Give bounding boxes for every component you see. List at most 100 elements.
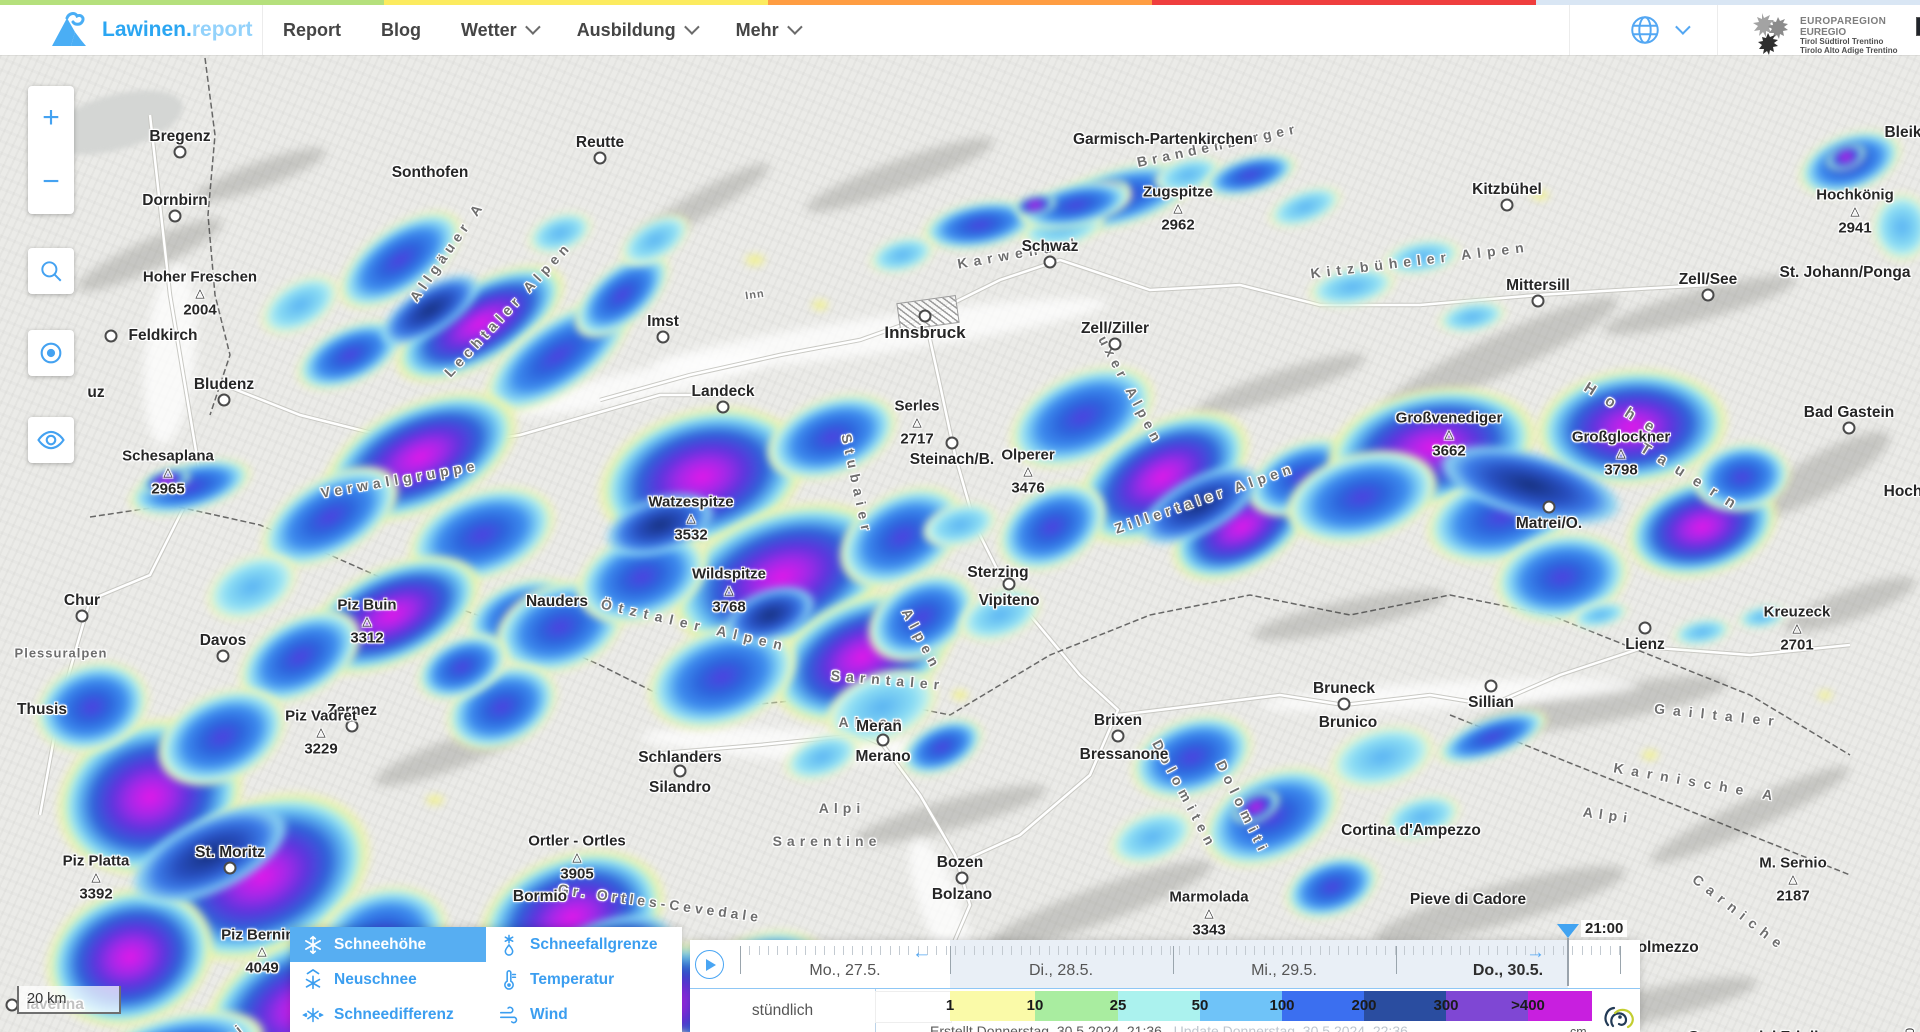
map-label-peak-name: Olperer bbox=[1001, 446, 1055, 464]
map-label-peak-name: Piz Vadret bbox=[285, 707, 357, 725]
hour-tick bbox=[936, 946, 938, 955]
timeline-ruler[interactable]: Mo., 27.5. Di., 28.5. Mi., 29.5. Do., 30.5.… bbox=[690, 920, 1640, 988]
legend-cell bbox=[1035, 991, 1118, 1021]
map-attribution[interactable]: © Sonny, CC BY 4.0 | © EU-DEM, CC BY 4.0… bbox=[1905, 1028, 1917, 1032]
map-label-peak-name: Großglockner bbox=[1571, 428, 1671, 446]
snow-blob bbox=[742, 252, 768, 268]
map-label-peak-name: Wildspitze bbox=[691, 565, 767, 583]
map-label-peak-name: Ortler - Ortles bbox=[528, 832, 626, 850]
map-label-city: uz bbox=[87, 384, 105, 401]
layer-item-label: Neuschnee bbox=[334, 970, 417, 988]
snow-blob bbox=[949, 688, 971, 702]
hour-tick bbox=[1357, 946, 1359, 955]
hour-tick bbox=[1338, 946, 1340, 955]
nav-item-mehr[interactable]: Mehr bbox=[736, 18, 803, 41]
hour-tick bbox=[945, 946, 947, 955]
hour-tick bbox=[1459, 946, 1461, 955]
town-marker bbox=[656, 330, 670, 344]
hour-tick bbox=[1385, 946, 1387, 955]
nav-item-ausbildung[interactable]: Ausbildung bbox=[577, 18, 700, 41]
time-resolution-select[interactable]: stündlich bbox=[690, 989, 876, 1032]
town-marker bbox=[918, 309, 932, 323]
map-label-peak-name: Serles bbox=[894, 397, 940, 415]
created-label: Erstellt Donnerstag, 30.5.2024, 21:36 bbox=[930, 1023, 1162, 1032]
layers-panel: Schneehöhe Neuschnee Schneedifferenz Schnee… bbox=[290, 927, 682, 1032]
hour-tick bbox=[1029, 946, 1031, 955]
hour-tick bbox=[1272, 946, 1274, 955]
map-viewport[interactable]: Bregenz Dornbirn Sonthofen Reutte Garmisch-P… bbox=[0, 55, 1920, 1032]
map-label-peak-elevation: 3476 bbox=[1011, 479, 1045, 497]
layer-item-temperature[interactable]: Temperatur bbox=[486, 962, 682, 997]
timeline-day-label[interactable]: Mi., 29.5. bbox=[1251, 962, 1317, 979]
map-label-city: Sonthofen bbox=[391, 164, 469, 181]
peak-triangle-icon: △ bbox=[91, 870, 101, 884]
play-button[interactable] bbox=[695, 950, 724, 979]
hour-tick bbox=[927, 946, 928, 955]
day-boundary-tick bbox=[1620, 946, 1621, 974]
peak-triangle-icon: △ bbox=[1204, 906, 1214, 920]
map-label-city: Matrei/O. bbox=[1515, 515, 1583, 532]
layer-item-wind[interactable]: Wind bbox=[486, 997, 682, 1032]
layers-visibility-button[interactable] bbox=[28, 417, 74, 463]
map-label-peak-name: Kreuzeck bbox=[1763, 603, 1831, 621]
euregio-logo: EUROPAREGION EUREGIO Tirol Südtirol Tren… bbox=[1748, 11, 1920, 56]
zoom-out-button[interactable]: − bbox=[28, 150, 74, 214]
map-label-peak-name: Großvenediger bbox=[1395, 409, 1503, 427]
hour-tick bbox=[1282, 946, 1284, 955]
map-label-peak-name: M. Sernio bbox=[1759, 854, 1827, 872]
zoom-in-button[interactable]: + bbox=[28, 86, 74, 150]
layer-item-label: Schneefallgrenze bbox=[530, 935, 658, 953]
search-button[interactable] bbox=[28, 248, 74, 294]
map-label-range: Sarentine bbox=[772, 833, 882, 849]
locate-button[interactable] bbox=[28, 330, 74, 376]
nav-item-wetter[interactable]: Wetter bbox=[461, 18, 541, 41]
layer-item-snow-difference[interactable]: Schneedifferenz bbox=[290, 997, 486, 1032]
map-label-peak-elevation: 2004 bbox=[183, 301, 217, 319]
hour-tick bbox=[1544, 946, 1546, 955]
timeline-day-label[interactable]: Mo., 27.5. bbox=[809, 962, 881, 979]
chevron-down-icon bbox=[786, 18, 803, 35]
language-switcher[interactable] bbox=[1628, 13, 1691, 47]
town-marker bbox=[955, 871, 969, 885]
hour-tick bbox=[796, 946, 798, 955]
timeline-day-label[interactable]: Di., 28.5. bbox=[1028, 962, 1094, 979]
map-label-city: Sterzing bbox=[967, 564, 1029, 581]
navbar: Lawinen. report Report Blog Wetter Ausbildun… bbox=[0, 5, 1920, 55]
hour-tick bbox=[1151, 946, 1153, 955]
map-label-city: Tolmezzo bbox=[1629, 939, 1699, 956]
danger-level-segment bbox=[1152, 0, 1536, 5]
nav-item-report[interactable]: Report bbox=[283, 20, 341, 41]
layer-item-snow-line[interactable]: Schneefallgrenze bbox=[486, 927, 682, 962]
peak-triangle-icon: △ bbox=[362, 614, 372, 628]
range-start-arrow-icon[interactable]: ← bbox=[912, 942, 931, 963]
map-label-peak-elevation: 2962 bbox=[1161, 216, 1195, 234]
peak-triangle-icon: △ bbox=[1173, 201, 1183, 215]
danger-level-segment bbox=[384, 0, 768, 5]
hour-tick bbox=[1160, 946, 1162, 955]
hour-tick bbox=[1366, 946, 1368, 955]
hour-tick bbox=[1048, 946, 1050, 955]
map-label-city: Silandro bbox=[648, 779, 712, 796]
hour-tick bbox=[1142, 946, 1144, 955]
hour-tick bbox=[1244, 946, 1246, 955]
map-label-city: Davos bbox=[199, 632, 247, 649]
legend-unit: cm bbox=[1570, 1025, 1587, 1032]
map-label-peak-name: Hoher Freschen bbox=[142, 268, 258, 286]
nav-item-blog[interactable]: Blog bbox=[381, 20, 421, 41]
map-label-city: Thusis bbox=[17, 701, 67, 718]
brand-logo[interactable]: Lawinen. report bbox=[48, 10, 253, 50]
map-label-peak-elevation: 3532 bbox=[674, 526, 708, 544]
hour-tick bbox=[1329, 946, 1331, 955]
timeline-day-label[interactable]: Do., 30.5. bbox=[1472, 962, 1544, 979]
time-marker[interactable] bbox=[1557, 924, 1579, 938]
map-label-city: Feldkirch bbox=[128, 327, 198, 344]
map-label-peak-elevation: 3768 bbox=[712, 598, 746, 616]
timeline-loaded-range bbox=[950, 940, 1568, 988]
main-nav: Report Blog Wetter Ausbildung Mehr bbox=[283, 5, 803, 55]
layer-item-snow-depth[interactable]: Schneehöhe bbox=[290, 927, 486, 962]
layer-item-new-snow[interactable]: Neuschnee bbox=[290, 962, 486, 997]
legend-cell bbox=[1446, 991, 1528, 1021]
peak-triangle-icon: △ bbox=[1444, 427, 1454, 441]
range-end-arrow-icon[interactable]: → bbox=[1526, 942, 1545, 963]
